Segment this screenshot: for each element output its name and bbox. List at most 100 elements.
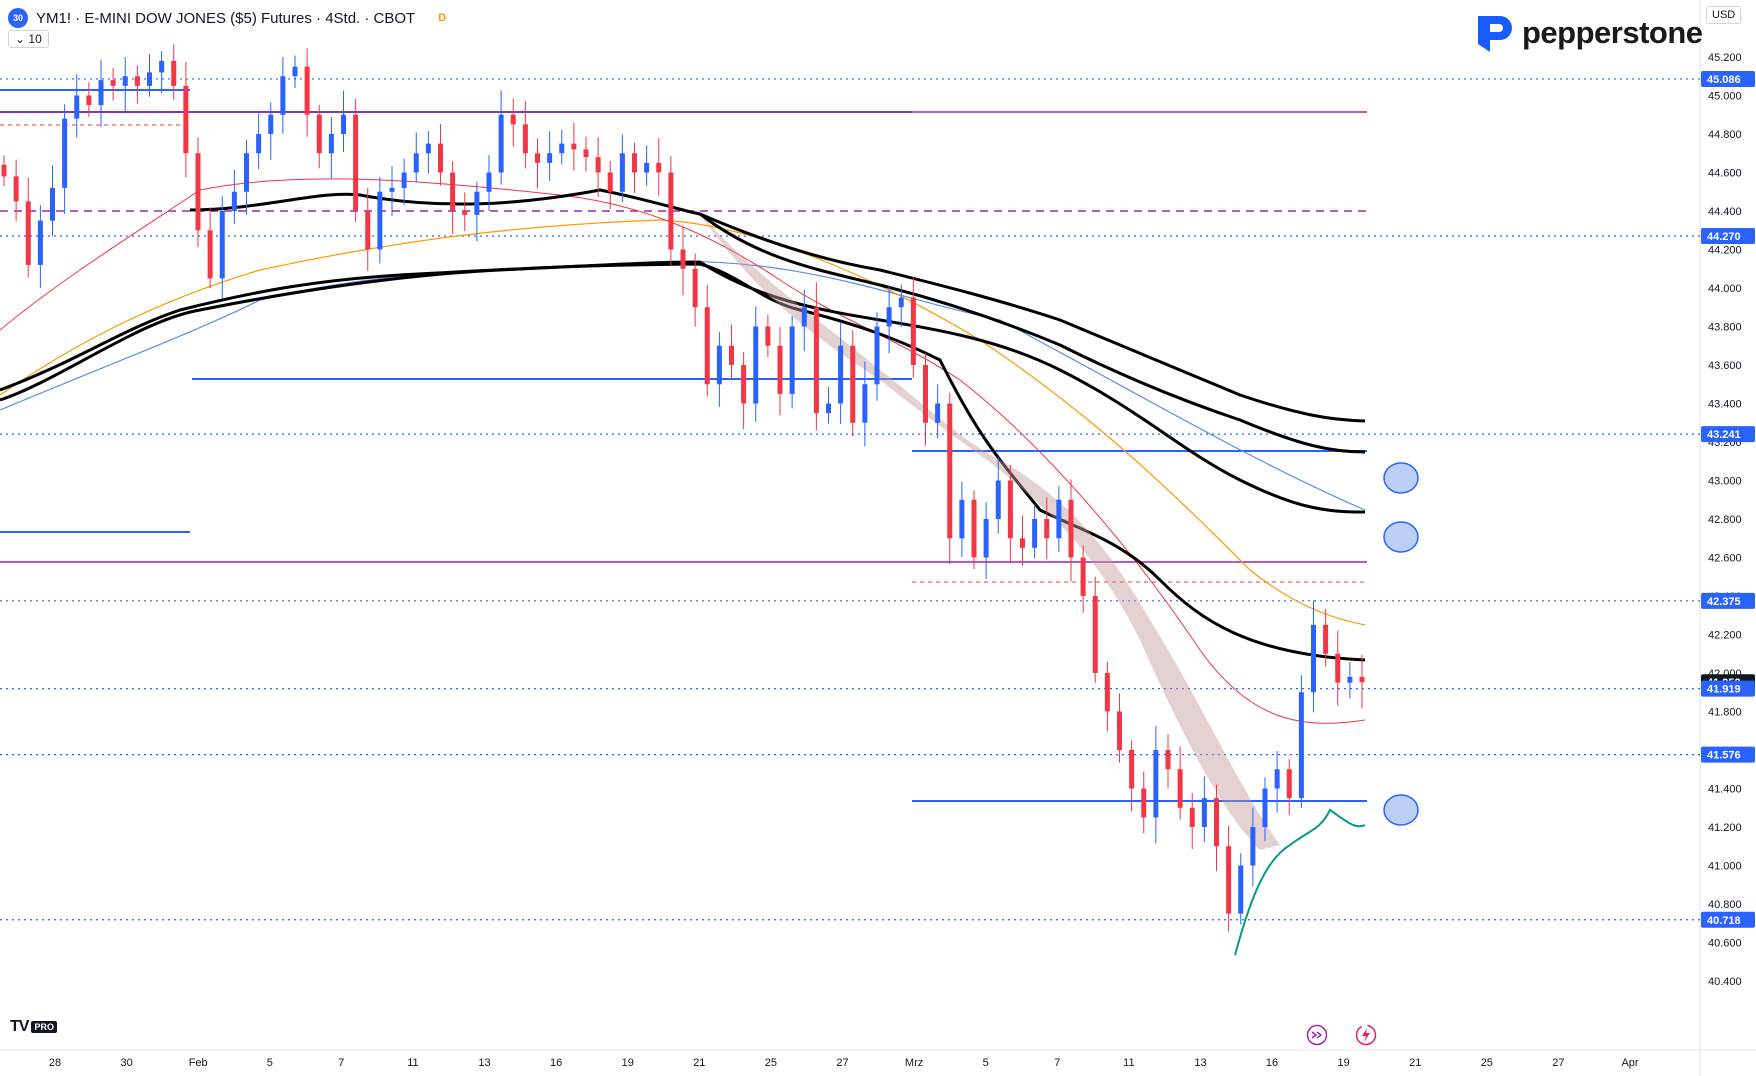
candle xyxy=(62,104,68,214)
candle-body xyxy=(1104,673,1110,712)
candle-body xyxy=(583,149,589,158)
candle xyxy=(874,312,880,401)
candle-body xyxy=(1,164,7,177)
candle-body xyxy=(656,162,662,173)
candle-body xyxy=(1153,750,1159,818)
x-tick-label: 27 xyxy=(836,1057,848,1069)
highlight-circle xyxy=(1383,462,1419,494)
candle-body xyxy=(1007,480,1013,539)
data-badge[interactable]: D xyxy=(438,12,447,24)
replay-forward-icon[interactable] xyxy=(1306,1024,1328,1046)
candle xyxy=(219,196,225,299)
candle-body xyxy=(510,114,516,125)
candle-body xyxy=(607,172,613,192)
x-tick-label: 27 xyxy=(1552,1057,1564,1069)
candle-body xyxy=(559,143,565,154)
symbol-title[interactable]: YM1! · E-MINI DOW JONES ($5) Futures · 4… xyxy=(36,9,416,27)
candle xyxy=(886,285,892,354)
candle xyxy=(1117,693,1122,763)
x-tick-label: Feb xyxy=(189,1057,208,1069)
candle-body xyxy=(1141,788,1147,818)
candle-body xyxy=(838,345,844,404)
candle-body xyxy=(353,114,359,211)
highlight-circle xyxy=(1383,521,1419,553)
candle xyxy=(474,181,480,242)
symbol-badge-icon: 30 xyxy=(8,8,28,28)
candle-body xyxy=(1189,807,1195,827)
candle-body xyxy=(1056,499,1062,539)
candle xyxy=(971,490,977,570)
candle-body xyxy=(1226,846,1232,914)
candle xyxy=(1129,740,1135,812)
candle xyxy=(147,54,152,97)
candle xyxy=(1347,662,1353,699)
candle xyxy=(668,156,674,266)
indicator-count: 10 xyxy=(28,32,42,46)
x-tick-label: 25 xyxy=(765,1057,777,1069)
candle xyxy=(353,98,359,222)
pepperstone-logo-icon xyxy=(1478,16,1512,52)
price-label-box xyxy=(1701,70,1755,87)
candle-body xyxy=(316,114,322,154)
candle-body xyxy=(13,176,19,202)
indicator-toggle[interactable]: ⌄ 10 xyxy=(8,30,49,48)
candle xyxy=(765,314,771,358)
candle xyxy=(86,82,92,117)
x-tick-label: Mrz xyxy=(905,1057,923,1069)
candle xyxy=(25,177,31,278)
candle xyxy=(74,73,80,138)
candle xyxy=(1068,479,1074,582)
candle xyxy=(341,90,346,153)
candle-body xyxy=(801,307,807,327)
candle xyxy=(947,392,953,565)
x-tick-label: Apr xyxy=(1621,1057,1638,1069)
black-band-top xyxy=(699,212,1366,423)
candle xyxy=(256,113,262,170)
candle xyxy=(1274,750,1280,813)
candle xyxy=(1226,825,1232,932)
x-tick-label: 16 xyxy=(1266,1057,1278,1069)
candle-body xyxy=(704,307,710,385)
tv-pro-badge: PRO xyxy=(31,1021,57,1033)
price-label-box xyxy=(1701,680,1755,697)
candle-body xyxy=(1177,769,1183,808)
candle-body xyxy=(644,162,650,173)
candle-body xyxy=(425,143,431,154)
symbol-header[interactable]: 30 YM1! · E-MINI DOW JONES ($5) Futures … xyxy=(8,8,449,28)
y-tick-label: 44.400 xyxy=(1708,206,1742,218)
candle-body xyxy=(789,326,795,394)
moving-average-blue xyxy=(0,260,1366,511)
y-tick-label: 42.200 xyxy=(1708,630,1742,642)
y-tick-label: 42.800 xyxy=(1708,514,1742,526)
candle xyxy=(13,159,19,222)
y-tick-label: 40.600 xyxy=(1708,938,1742,950)
y-tick-label: 43.400 xyxy=(1708,399,1742,411)
candle xyxy=(1104,662,1110,732)
chevron-down-icon: ⌄ xyxy=(15,32,26,46)
x-tick-label: 21 xyxy=(1409,1057,1421,1069)
candle-body xyxy=(910,297,916,365)
candle-body xyxy=(741,365,747,404)
candle xyxy=(98,59,104,128)
x-tick-label: 7 xyxy=(338,1057,344,1069)
x-tick-label: 13 xyxy=(1194,1057,1206,1069)
candle-body xyxy=(268,114,274,134)
candle-body xyxy=(74,95,80,119)
candle xyxy=(789,315,795,409)
candle-body xyxy=(850,345,856,423)
currency-selector[interactable]: USD xyxy=(1706,6,1742,24)
candle xyxy=(923,353,928,446)
candle xyxy=(1177,746,1183,820)
candle xyxy=(316,104,322,169)
lightning-icon[interactable] xyxy=(1355,1024,1377,1046)
candle xyxy=(50,165,55,237)
candle xyxy=(716,331,722,407)
candle xyxy=(328,116,334,179)
candle-body xyxy=(147,72,152,86)
candle-body xyxy=(377,191,383,250)
candle xyxy=(910,277,916,378)
candle-body xyxy=(595,157,601,173)
candle xyxy=(1092,576,1098,683)
candle-body xyxy=(1262,788,1268,827)
